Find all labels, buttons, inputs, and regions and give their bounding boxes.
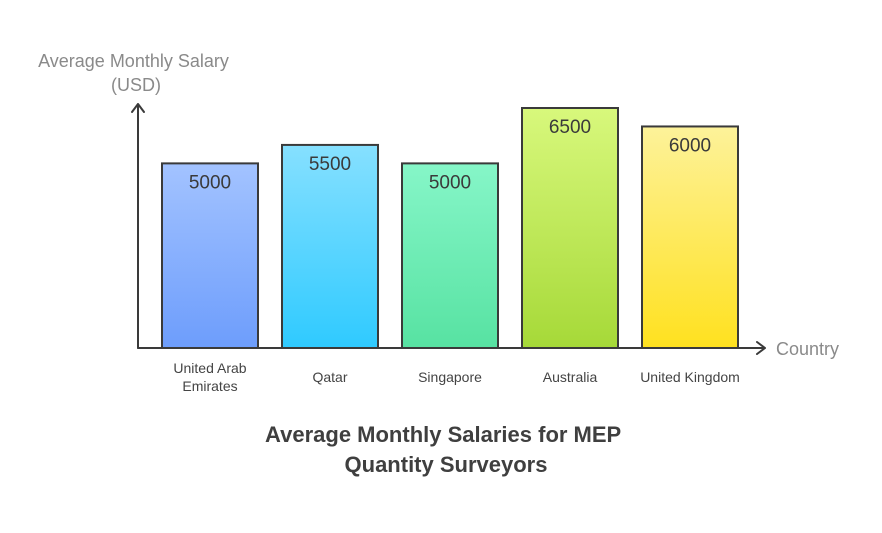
tick-label-line: Emirates [182, 378, 237, 394]
bars-group [161, 107, 739, 350]
chart-title: Average Monthly Salaries for MEP Quantit… [265, 422, 627, 477]
value-labels-group: 5000 5500 5000 6500 6000 [189, 117, 711, 193]
bar-united-kingdom [641, 125, 739, 350]
bar-singapore [401, 162, 499, 349]
x-axis-label: Country [776, 339, 839, 359]
category-tick-labels-group: United Arab Emirates Qatar Singapore Austral… [173, 360, 739, 394]
tick-label-line: Australia [543, 369, 598, 385]
value-label-qatar: 5500 [309, 154, 351, 175]
chart-title-line-1: Average Monthly Salaries for MEP [265, 422, 621, 447]
tick-label-line: Qatar [312, 369, 347, 385]
tick-label-line: United Arab [173, 360, 246, 376]
bar-united-arab-emirates [161, 162, 259, 349]
tick-label-line: Singapore [418, 369, 482, 385]
y-axis-label-line-1: Average Monthly Salary [38, 51, 229, 71]
tick-label-qatar: Qatar [312, 369, 347, 385]
chart-title-line-2: Quantity Surveyors [345, 452, 548, 477]
value-label-united-arab-emirates: 5000 [189, 172, 231, 193]
y-axis-label-line-2: (USD) [111, 75, 161, 95]
tick-label-united-arab-emirates: United Arab Emirates [173, 360, 246, 394]
y-axis-label: Average Monthly Salary (USD) [38, 51, 234, 95]
tick-label-line: United Kingdom [640, 369, 740, 385]
y-axis [131, 103, 145, 349]
bar-australia [521, 107, 619, 349]
value-label-australia: 6500 [549, 117, 591, 138]
bar-qatar [281, 143, 379, 349]
tick-label-australia: Australia [543, 369, 598, 385]
tick-label-singapore: Singapore [418, 369, 482, 385]
tick-label-united-kingdom: United Kingdom [640, 369, 740, 385]
value-label-united-kingdom: 6000 [669, 135, 711, 156]
value-label-singapore: 5000 [429, 172, 471, 193]
